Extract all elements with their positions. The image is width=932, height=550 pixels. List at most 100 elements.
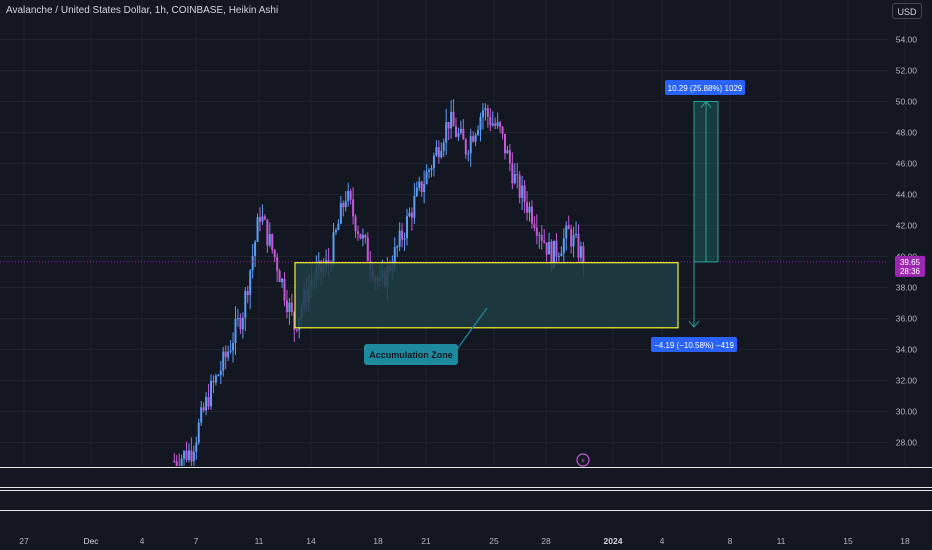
candle-body — [256, 217, 259, 242]
candle-body — [538, 235, 541, 237]
measure-down-badge — [651, 337, 737, 352]
measure-up-badge — [665, 80, 745, 95]
drawings[interactable]: Accumulation Zone 10.29 (25.88%) 1029 −4.1… — [0, 80, 888, 467]
accumulation-zone-box[interactable] — [294, 262, 679, 329]
candle-body — [415, 187, 418, 196]
candle-body — [423, 183, 426, 192]
measure-down-arrowhead — [688, 320, 700, 328]
candle-body — [550, 241, 553, 269]
candle-body — [401, 230, 404, 240]
price-axis[interactable]: 28.0030.0032.0034.0036.0038.0040.0042.00… — [895, 35, 925, 448]
candle-body — [533, 223, 536, 228]
candle-body — [232, 343, 235, 351]
candle-body — [288, 302, 291, 312]
time-tick-label: 28 — [541, 536, 551, 546]
candle-body — [173, 461, 176, 463]
candle-body — [241, 317, 244, 330]
callout-box[interactable] — [364, 344, 458, 365]
candle-body — [440, 151, 443, 158]
lightning-icon[interactable] — [576, 453, 590, 467]
candle-body — [337, 223, 340, 230]
candle-body — [496, 122, 499, 126]
time-axis[interactable]: 27 Dec 4 7 11 14 18 21 25 28 2024 4 8 11 15 18 — [19, 536, 910, 546]
indicator-pane-1[interactable] — [0, 467, 932, 488]
candle-body — [518, 175, 521, 198]
candle-body — [540, 235, 543, 241]
candle-body — [579, 246, 582, 258]
candle-body — [352, 199, 355, 217]
candle-body — [285, 300, 288, 312]
countdown-value: 28:36 — [900, 267, 921, 276]
candle-body — [467, 153, 470, 155]
candle-body — [474, 134, 477, 142]
candle-body — [229, 350, 232, 352]
candle-body — [205, 396, 208, 411]
candle-body — [567, 225, 570, 230]
candle-body — [364, 235, 367, 238]
candle-body — [582, 246, 585, 265]
candle-body — [276, 257, 279, 271]
candle-body — [197, 422, 200, 443]
candle-body — [526, 202, 529, 213]
candle-body — [432, 155, 435, 169]
indicator-pane-2[interactable] — [0, 490, 932, 511]
currency-button[interactable]: USD — [892, 3, 922, 19]
last-price-value: 39.65 — [900, 258, 921, 267]
candle-body — [200, 407, 203, 423]
chart-title: Avalanche / United States Dollar, 1h, CO… — [6, 5, 279, 16]
candle-body — [562, 238, 565, 254]
candle-body — [418, 181, 421, 188]
price-tick-label: 54.00 — [896, 35, 918, 45]
candle-body — [357, 231, 359, 234]
candle-body — [408, 212, 411, 217]
candle-body — [192, 451, 195, 462]
price-tick-label: 32.00 — [896, 376, 918, 386]
candle-body — [523, 185, 526, 203]
candle-body — [214, 375, 217, 383]
time-tick-label: 21 — [421, 536, 431, 546]
candle-body — [450, 111, 453, 129]
candle-body — [442, 142, 445, 152]
candle-body — [428, 169, 431, 172]
candle-body — [293, 312, 296, 330]
candle-body — [263, 216, 266, 220]
candle-body — [342, 203, 345, 208]
time-tick-label: 11 — [777, 536, 786, 546]
candle-body — [239, 317, 242, 330]
candle-body — [212, 380, 215, 383]
price-tick-label: 34.00 — [896, 345, 918, 355]
candle-body — [398, 230, 401, 247]
candle-body — [504, 133, 506, 154]
candle-body — [543, 240, 546, 243]
candle-body — [259, 217, 261, 222]
candle-body — [413, 195, 416, 218]
candle-body — [462, 128, 465, 140]
candle-body — [469, 136, 472, 154]
candle-body — [577, 233, 580, 258]
candle-body — [455, 126, 457, 137]
price-tick-label: 38.00 — [896, 283, 918, 293]
candle-body — [464, 139, 467, 155]
candle-body — [246, 290, 249, 296]
candle-body — [249, 270, 252, 296]
price-tick-label: 50.00 — [896, 97, 918, 107]
candle-body — [219, 370, 222, 376]
candle-body — [187, 450, 190, 460]
candle-body — [548, 241, 551, 255]
candle-body — [222, 351, 225, 371]
candle-body — [457, 132, 460, 137]
candle-body — [254, 241, 257, 257]
candle-body — [513, 174, 516, 184]
time-tick-label: 4 — [140, 536, 145, 546]
price-tick-label: 46.00 — [896, 159, 918, 169]
measure-up-arrowhead — [700, 100, 712, 108]
candle-body — [334, 229, 337, 233]
candle-body — [268, 234, 271, 246]
candle-body — [278, 270, 281, 283]
candle-body — [234, 319, 237, 344]
lightning-glyph: ⚡ — [580, 457, 586, 466]
candle-body — [430, 168, 433, 170]
time-tick-label: Dec — [83, 536, 99, 546]
measure-up-label: 10.29 (25.88%) 1029 — [668, 84, 743, 93]
